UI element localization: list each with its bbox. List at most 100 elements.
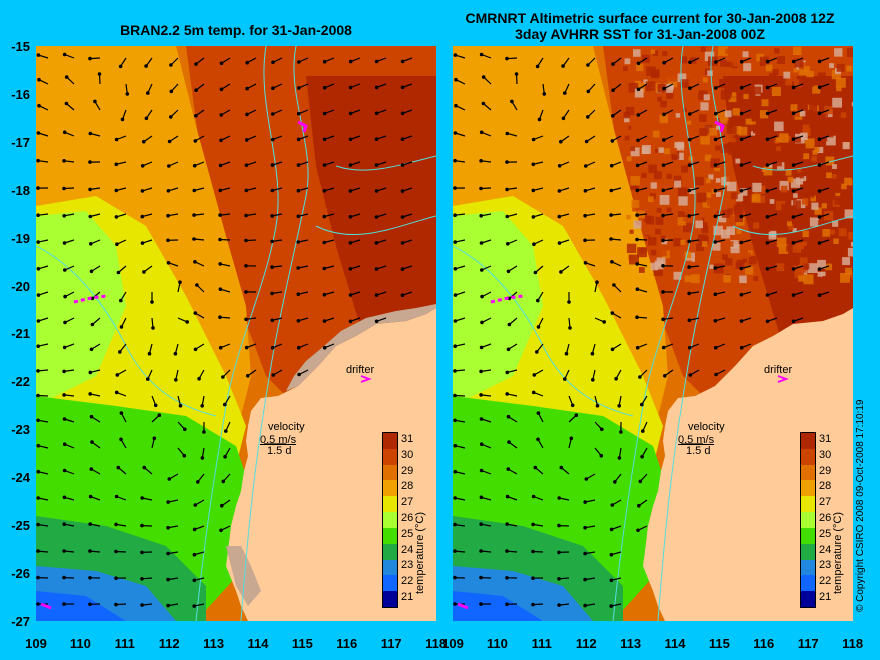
current-arrowhead — [739, 59, 744, 64]
current-arrowhead — [153, 403, 158, 408]
current-arrowhead — [400, 163, 405, 167]
sst-pixel — [722, 189, 730, 197]
current-arrowhead — [193, 311, 198, 315]
sst-pixel — [802, 230, 809, 238]
sst-pixel — [811, 156, 817, 162]
sst-pixel — [696, 243, 704, 252]
sst-pixel — [673, 238, 682, 247]
sst-pixel — [750, 131, 756, 136]
current-arrowhead — [453, 131, 458, 135]
current-arrowhead — [480, 320, 484, 325]
current-arrowhead — [88, 131, 93, 136]
sst-pixel — [771, 261, 779, 270]
sst-pixel — [719, 111, 729, 121]
current-arrowhead — [453, 213, 457, 217]
current-arrowhead — [152, 436, 157, 441]
current-arrowhead — [36, 549, 40, 553]
colorbar-segment — [383, 448, 397, 466]
current-arrowhead — [348, 59, 353, 64]
current-arrowhead — [563, 91, 567, 95]
current-arrowhead — [218, 315, 222, 320]
colorbar-tick-label: 28 — [819, 480, 832, 493]
lat-tick-label: -19 — [11, 230, 30, 246]
sst-pixel — [727, 241, 734, 247]
sst-pixel — [817, 146, 824, 154]
current-arrowhead — [479, 345, 484, 350]
current-arrowhead — [791, 267, 796, 271]
sst-pixel — [799, 110, 806, 117]
sst-pixel — [801, 55, 808, 63]
current-arrowhead — [297, 372, 301, 377]
current-arrowhead — [535, 350, 539, 354]
sst-pixel — [801, 102, 808, 110]
sst-pixel — [677, 211, 688, 221]
sst-pixel — [787, 119, 794, 126]
current-arrowhead — [245, 112, 249, 117]
sst-pixel — [849, 272, 853, 278]
current-arrowhead — [88, 522, 92, 526]
current-arrowhead — [739, 292, 744, 297]
sst-pixel — [837, 166, 843, 171]
sst-pixel — [682, 177, 691, 185]
sst-pixel — [758, 230, 769, 240]
current-arrowhead — [270, 137, 275, 142]
current-arrowhead — [62, 495, 67, 500]
current-arrowhead — [453, 469, 458, 474]
lat-tick-label: -23 — [11, 422, 30, 438]
current-arrowhead — [610, 139, 615, 143]
current-arrowhead — [142, 270, 146, 274]
sst-pixel — [700, 46, 706, 52]
sst-pixel — [690, 274, 700, 284]
sst-pixel — [701, 222, 708, 229]
right-map-panel[interactable] — [453, 46, 853, 621]
current-arrowhead — [169, 63, 173, 67]
sst-pixel — [650, 70, 659, 79]
current-arrowhead — [817, 241, 822, 245]
colorbar-tick-label: 23 — [401, 559, 414, 572]
sst-pixel — [811, 202, 819, 210]
sst-pixel — [692, 86, 699, 94]
current-arrowhead — [221, 375, 225, 379]
sst-pixel — [805, 251, 811, 257]
current-arrowhead — [193, 503, 198, 507]
current-arrowhead — [322, 85, 327, 90]
drifter-track — [297, 120, 308, 133]
sst-pixel — [655, 228, 661, 235]
sst-pixel — [701, 226, 709, 234]
lon-tick-label: 111 — [114, 636, 135, 651]
sst-pixel — [770, 221, 776, 227]
current-arrowhead — [661, 317, 665, 322]
current-arrowhead — [479, 186, 483, 191]
sst-pixel — [828, 233, 838, 243]
current-arrowhead — [714, 372, 718, 377]
sst-pixel — [833, 208, 840, 216]
current-arrowhead — [609, 527, 614, 532]
sst-pixel — [733, 60, 739, 67]
current-arrowhead — [166, 525, 170, 530]
current-arrowhead — [196, 480, 200, 484]
sst-pixel — [635, 80, 641, 87]
current-arrowhead — [557, 189, 562, 193]
sst-pixel — [688, 156, 694, 161]
sst-pixel — [783, 71, 791, 79]
sst-pixel — [834, 48, 843, 57]
sst-pixel — [764, 205, 772, 213]
current-arrowhead — [97, 72, 102, 76]
colorbar-tick-label: 27 — [819, 496, 832, 509]
current-arrowhead — [586, 115, 590, 119]
current-arrowhead — [583, 213, 587, 218]
current-arrowhead — [765, 59, 770, 64]
colorbar-segment — [383, 433, 397, 450]
sst-pixel — [821, 271, 826, 277]
sst-pixel — [748, 256, 757, 265]
current-arrowhead — [89, 347, 94, 352]
current-arrowhead — [116, 465, 121, 470]
sst-pixel — [827, 131, 834, 138]
current-arrowhead — [817, 163, 822, 167]
sst-pixel — [742, 51, 749, 58]
bathymetry-contour — [732, 215, 853, 236]
left-map-panel[interactable] — [36, 46, 436, 621]
colorbar-segment — [383, 512, 397, 529]
sst-pixel — [650, 262, 659, 271]
current-arrowhead — [374, 215, 379, 219]
